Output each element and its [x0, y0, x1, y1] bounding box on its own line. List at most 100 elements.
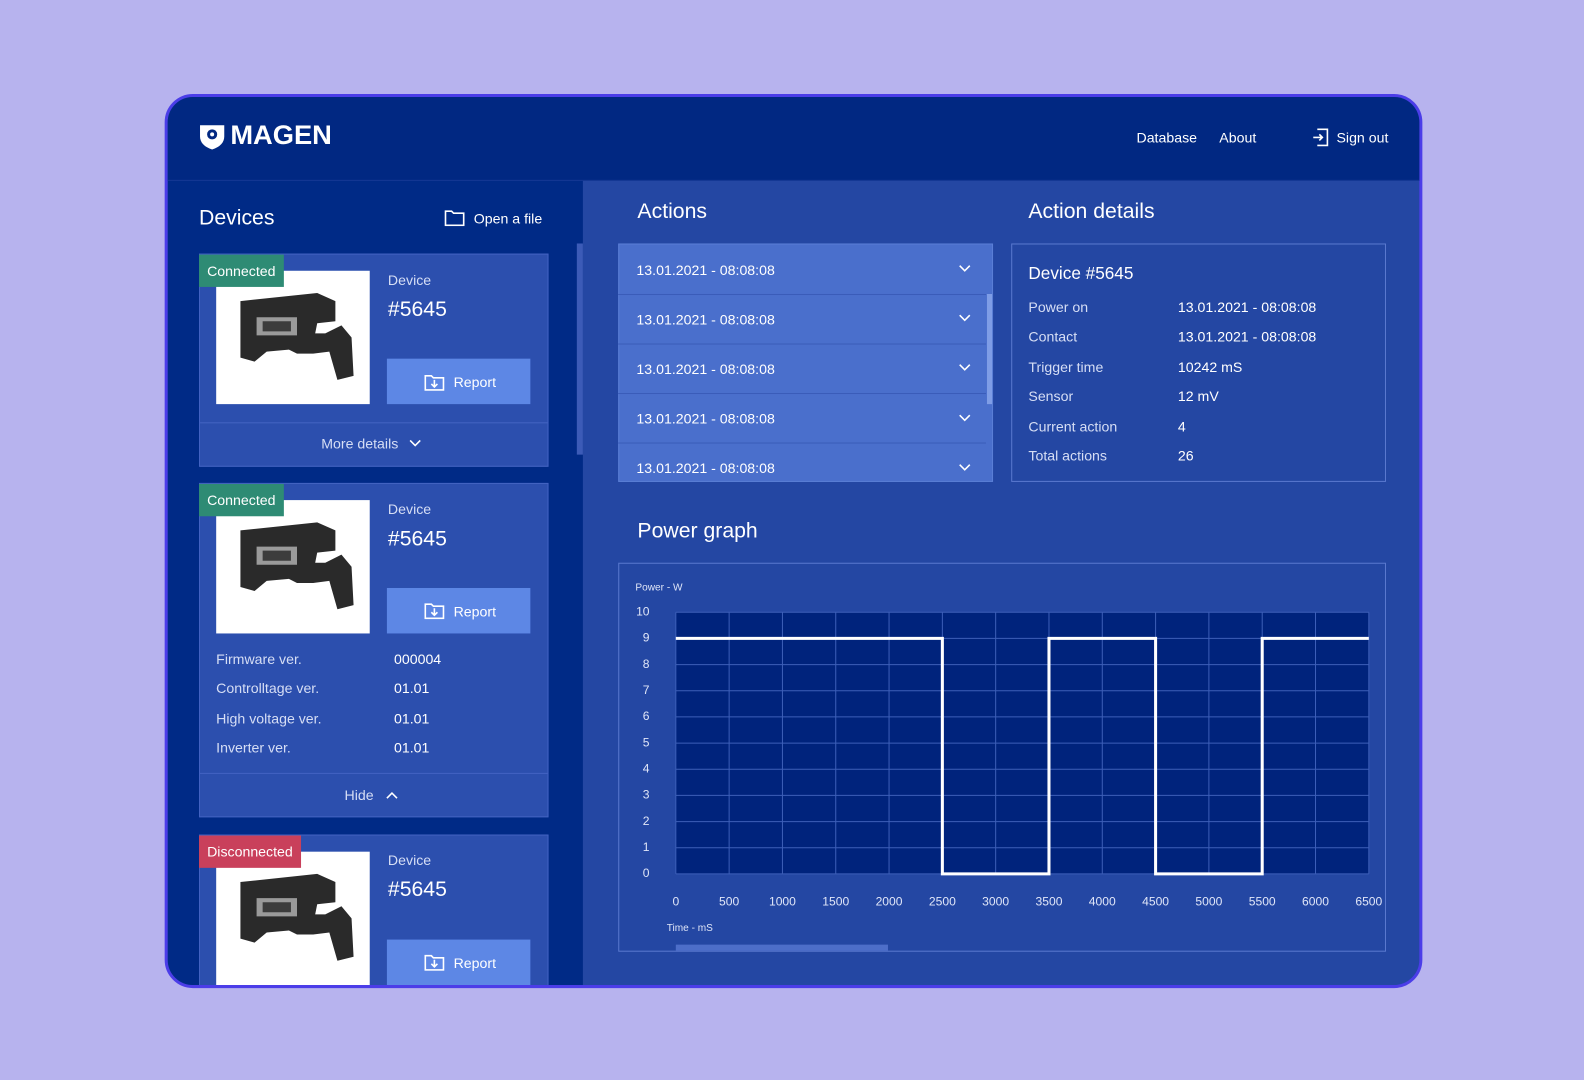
scrollbar [986, 293, 993, 405]
action-date: 13.01.2021 - 08:08:08 [636, 459, 775, 476]
device-id: #5645 [387, 527, 447, 551]
y-tick-label: 10 [636, 604, 650, 618]
logo-icon [200, 125, 225, 150]
x-tick-label: 2500 [929, 894, 956, 908]
graph-title: Power graph [637, 519, 758, 543]
action-date: 13.01.2021 - 08:08:08 [636, 261, 775, 278]
detail-label: Current action [1028, 417, 1118, 435]
x-tick-label: 0 [672, 894, 679, 908]
power-graph: Power - W Time - mS 0 1 2 3 4 5 6 7 8 9 10 0 500 1000 15… [635, 583, 1382, 934]
x-tick-label: 2000 [876, 894, 903, 908]
divider [200, 422, 548, 424]
y-tick-label: 4 [643, 761, 650, 775]
nav-link[interactable]: About [1219, 129, 1257, 146]
devices-title: Devices [199, 206, 275, 230]
y-tick-label: 1 [643, 840, 650, 854]
detail-label: Sensor [1028, 388, 1074, 405]
y-tick-label: 3 [643, 788, 650, 802]
toggle[interactable]: Hide [344, 787, 374, 804]
report-label: Report [453, 373, 497, 390]
x-tick-label: 500 [719, 894, 739, 908]
report-button[interactable]: Report [386, 939, 531, 986]
action-item[interactable]: 13.01.2021 - 08:08:08 [618, 294, 986, 345]
x-tick-label: 5000 [1195, 894, 1222, 908]
y-tick-label: 8 [643, 657, 650, 671]
detail-label: Controlltage ver. [216, 679, 320, 697]
folder-icon [444, 210, 465, 227]
detail-value: 13.01.2021 - 08:08:08 [1177, 299, 1317, 316]
x-tick-label: 1500 [822, 894, 849, 908]
detail-value: 10242 mS [1177, 358, 1243, 375]
x-tick-label: 5500 [1249, 894, 1276, 908]
details-title: Action details [1028, 200, 1155, 224]
device-picture [240, 292, 354, 380]
sign-out-icon [1313, 128, 1329, 147]
device-picture [240, 522, 354, 610]
toggle[interactable]: More details [321, 435, 399, 452]
chevron [959, 364, 971, 371]
detail-label: Trigger time [1028, 358, 1104, 375]
device-label: Device [387, 501, 432, 518]
detail-value: 01.01 [393, 739, 430, 756]
report-icon [424, 954, 445, 971]
action-item[interactable]: 13.01.2021 - 08:08:08 [618, 244, 986, 296]
graph-box [618, 562, 1386, 952]
report-icon [424, 375, 445, 391]
x-tick-label: 1000 [769, 894, 796, 908]
y-tick-label: 7 [643, 683, 650, 697]
actions-list [618, 243, 994, 482]
detail-value: 4 [1177, 417, 1186, 435]
nav-link[interactable]: Database [1136, 129, 1198, 146]
scrollbar [576, 243, 583, 455]
y-tick-label: 6 [643, 709, 650, 723]
y-tick-label: 5 [643, 735, 650, 749]
logo: MAGEN [230, 119, 332, 151]
action-item[interactable]: 13.01.2021 - 08:08:08 [618, 344, 986, 395]
chevron [409, 439, 421, 447]
detail-label: High voltage ver. [216, 710, 322, 727]
x-tick-label: 4000 [1089, 894, 1116, 908]
actions-title: Actions [637, 200, 708, 224]
x-tick-label: 3500 [1036, 894, 1063, 908]
chevron [386, 791, 398, 799]
detail-value: 26 [1177, 447, 1194, 464]
action-item[interactable]: 13.01.2021 - 08:08:08 [618, 393, 986, 444]
detail-value: 000004 [393, 650, 442, 667]
report-label: Report [453, 954, 497, 971]
device-id: #5645 [387, 298, 447, 322]
chevron [959, 464, 971, 471]
app-content: MAGEN Database About Sign out Devices Op… [167, 96, 1420, 986]
report-button[interactable]: Report [386, 587, 531, 634]
device-label: Device [387, 851, 432, 868]
x-axis-label: Time - mS [667, 923, 713, 934]
action-item[interactable]: 13.01.2021 - 08:08:08 [618, 444, 986, 481]
power-line [675, 636, 1369, 876]
detail-value: 01.01 [393, 679, 430, 697]
device-label: Device [387, 271, 432, 288]
details-box [1011, 243, 1386, 482]
x-tick-label: 6500 [1355, 894, 1382, 908]
status-badge: Disconnected [199, 835, 301, 868]
y-tick-label: 2 [643, 814, 650, 828]
divider [200, 772, 548, 774]
detail-value: 01.01 [393, 710, 430, 727]
action-date: 13.01.2021 - 08:08:08 [636, 409, 775, 426]
report-button[interactable]: Report [386, 358, 531, 405]
y-tick-label: 0 [643, 866, 650, 880]
open-file[interactable]: Open a file [473, 210, 543, 227]
detail-label: Inverter ver. [216, 739, 291, 756]
report-icon [424, 603, 445, 620]
x-tick-label: 4500 [1142, 894, 1169, 908]
detail-label: Total actions [1028, 447, 1108, 464]
chevron [959, 314, 971, 322]
device-picture [240, 873, 354, 961]
y-axis-label: Power - W [635, 583, 683, 594]
detail-value: 13.01.2021 - 08:08:08 [1177, 328, 1317, 345]
header [167, 96, 1420, 181]
status-badge: Connected [199, 254, 284, 287]
chevron [959, 414, 971, 422]
chevron [959, 265, 971, 272]
sign-out[interactable]: Sign out [1336, 129, 1389, 146]
device-id: #5645 [387, 877, 447, 902]
